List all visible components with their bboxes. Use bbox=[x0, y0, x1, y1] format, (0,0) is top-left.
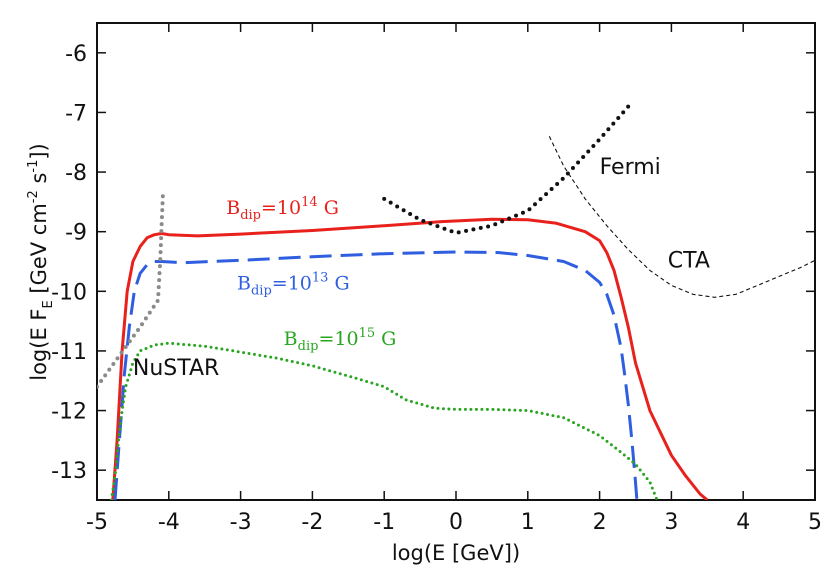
annotation-fermi: Fermi bbox=[600, 155, 661, 180]
x-tick-label: 2 bbox=[593, 510, 607, 535]
x-tick-label: -1 bbox=[373, 510, 395, 535]
annotation-cta: CTA bbox=[668, 248, 710, 273]
x-tick-label: 1 bbox=[521, 510, 535, 535]
x-tick-label: -2 bbox=[301, 510, 323, 535]
x-tick-label: 0 bbox=[449, 510, 463, 535]
y-tick-label: -12 bbox=[51, 400, 87, 425]
x-axis-label: log(E [GeV]) bbox=[392, 541, 520, 565]
series-line-b-dip-10-13-g bbox=[113, 250, 639, 500]
y-tick-label: -6 bbox=[65, 42, 87, 67]
x-tick-label: 4 bbox=[736, 510, 750, 535]
x-tick-label: -3 bbox=[230, 510, 252, 535]
y-tick-label: -9 bbox=[65, 221, 87, 246]
series-line-b-dip-10-15-g bbox=[109, 341, 659, 500]
series-line-b-dip-10-14-g bbox=[111, 217, 709, 500]
series-line-fermi bbox=[382, 104, 631, 235]
series-line-nustar bbox=[97, 188, 166, 389]
y-tick-label: -7 bbox=[65, 101, 87, 126]
y-tick-label: -10 bbox=[51, 280, 87, 305]
x-tick-label: -5 bbox=[86, 510, 108, 535]
y-axis-label: log(E FE [GeV cm-2 s-1]) bbox=[26, 143, 56, 381]
x-tick-label: 5 bbox=[808, 510, 822, 535]
y-tick-label: -13 bbox=[51, 459, 87, 484]
series-line-cta bbox=[548, 136, 815, 298]
annotation-nustar: NuSTAR bbox=[133, 356, 219, 381]
y-tick-label: -11 bbox=[51, 340, 87, 365]
x-tick-label: -4 bbox=[158, 510, 180, 535]
annotation-b13: Bdip=1013 G bbox=[237, 271, 350, 299]
annotation-b15: Bdip=1015 G bbox=[284, 326, 397, 354]
annotation-b14: Bdip=1014 G bbox=[226, 195, 339, 223]
x-tick-label: 3 bbox=[664, 510, 678, 535]
y-tick-label: -8 bbox=[65, 161, 87, 186]
